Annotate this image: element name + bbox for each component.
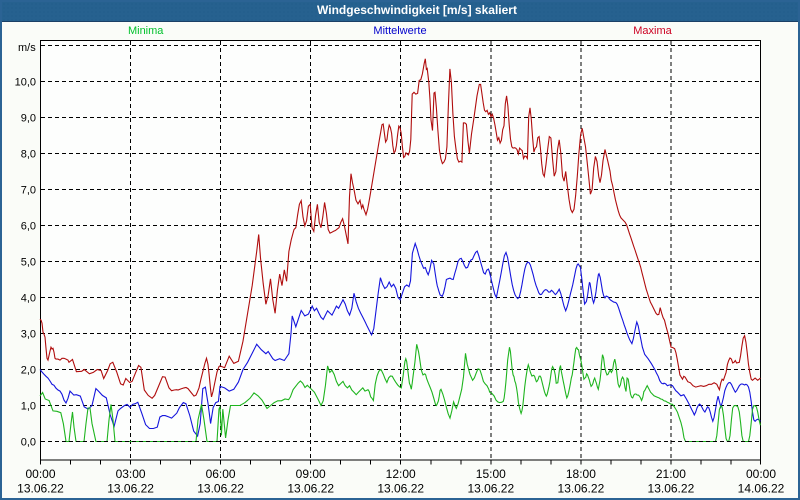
svg-text:8,0: 8,0 xyxy=(21,149,36,161)
svg-text:1,0: 1,0 xyxy=(21,401,36,413)
svg-text:00:00: 00:00 xyxy=(746,467,776,481)
svg-text:18:00: 18:00 xyxy=(566,467,596,481)
svg-text:13.06.22: 13.06.22 xyxy=(17,482,64,496)
svg-text:06:00: 06:00 xyxy=(206,467,236,481)
svg-text:4,0: 4,0 xyxy=(21,293,36,305)
svg-text:15:00: 15:00 xyxy=(476,467,506,481)
svg-text:13.06.22: 13.06.22 xyxy=(467,482,514,496)
svg-text:13.06.22: 13.06.22 xyxy=(107,482,154,496)
svg-text:3,0: 3,0 xyxy=(21,329,36,341)
svg-text:14.06.22: 14.06.22 xyxy=(738,482,785,496)
svg-text:03:00: 03:00 xyxy=(116,467,146,481)
svg-text:13.06.22: 13.06.22 xyxy=(558,482,605,496)
svg-text:09:00: 09:00 xyxy=(296,467,326,481)
svg-text:5,0: 5,0 xyxy=(21,257,36,269)
svg-text:12:00: 12:00 xyxy=(386,467,416,481)
svg-text:13.06.22: 13.06.22 xyxy=(648,482,695,496)
svg-text:00:00: 00:00 xyxy=(25,467,55,481)
svg-text:21:00: 21:00 xyxy=(656,467,686,481)
svg-text:2,0: 2,0 xyxy=(21,365,36,377)
svg-text:6,0: 6,0 xyxy=(21,221,36,233)
svg-text:9,0: 9,0 xyxy=(21,113,36,125)
svg-text:13.06.22: 13.06.22 xyxy=(377,482,424,496)
svg-text:7,0: 7,0 xyxy=(21,185,36,197)
svg-text:0,0: 0,0 xyxy=(21,437,36,449)
svg-text:13.06.22: 13.06.22 xyxy=(287,482,334,496)
svg-text:10,0: 10,0 xyxy=(15,77,36,89)
svg-text:m/s: m/s xyxy=(18,42,36,54)
svg-text:13.06.22: 13.06.22 xyxy=(197,482,244,496)
